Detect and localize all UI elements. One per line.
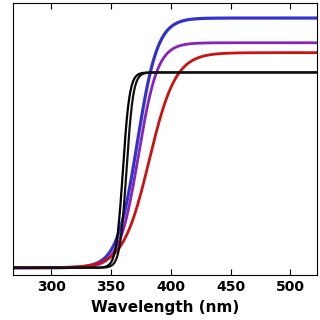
X-axis label: Wavelength (nm): Wavelength (nm) xyxy=(91,300,239,315)
